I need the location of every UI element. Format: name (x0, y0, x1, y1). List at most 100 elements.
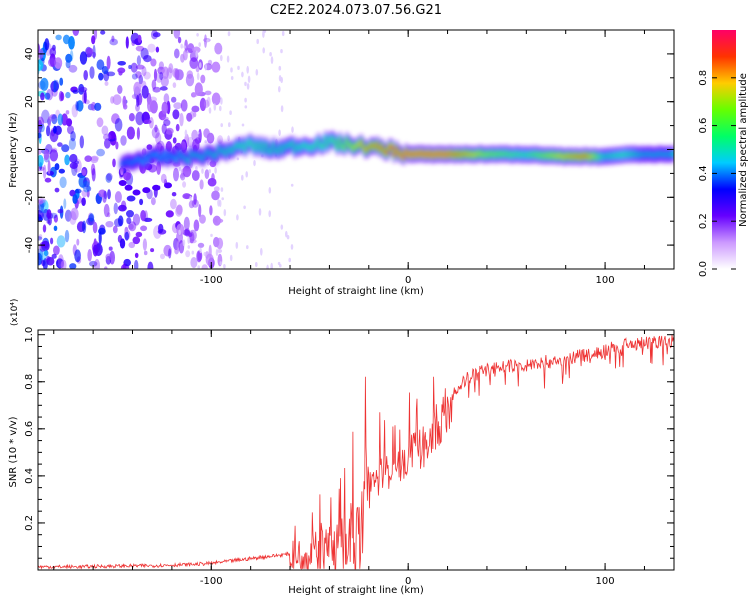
y-tick-label: -40 (24, 237, 35, 253)
noise-blob (182, 193, 191, 200)
snr-panel: -100 0 100 0.2 0.4 0.6 0.8 1.0 Height of straig… (8, 299, 675, 596)
noise-blob (201, 168, 204, 174)
y-tick-label: 0.4 (24, 468, 35, 484)
noise-blob (105, 253, 113, 261)
noise-blob (229, 110, 232, 115)
noise-blob (74, 249, 81, 263)
noise-blob (119, 238, 126, 249)
noise-blob (82, 92, 86, 104)
noise-blob (118, 204, 127, 212)
noise-blob (128, 221, 137, 232)
noise-blob (76, 238, 80, 246)
noise-blob (207, 177, 217, 187)
noise-blob (196, 131, 200, 135)
noise-blob (223, 209, 227, 217)
noise-blob (211, 190, 220, 201)
noise-blob (209, 205, 213, 216)
noise-blob (125, 36, 129, 49)
noise-blob (149, 117, 154, 129)
noise-blob (115, 141, 119, 150)
noise-blob (210, 233, 213, 237)
noise-blob (46, 125, 51, 137)
noise-blob (204, 63, 208, 71)
colorbar-ticks: 0.0 0.2 0.4 0.6 0.8 (698, 70, 736, 277)
noise-blob (147, 261, 154, 269)
noise-blob (230, 76, 234, 80)
noise-blob (103, 190, 108, 200)
noise-blob (139, 198, 144, 206)
noise-blob (104, 266, 108, 269)
noise-blob (61, 144, 70, 153)
noise-blob (176, 223, 185, 236)
noise-blob (165, 210, 174, 218)
noise-blob (113, 202, 119, 215)
noise-blob (182, 49, 188, 61)
noise-blob (81, 197, 86, 206)
noise-blob (143, 119, 152, 125)
noise-blob (136, 95, 140, 107)
noise-blob (291, 126, 294, 133)
noise-blob (270, 262, 273, 269)
noise-blob (136, 55, 141, 66)
noise-blob (122, 262, 127, 269)
ridge-core (671, 151, 674, 156)
noise-blob (103, 133, 112, 141)
y-tick-label: 20 (24, 95, 35, 108)
x-tick-label: -100 (200, 576, 223, 587)
noise-blob (220, 187, 224, 192)
noise-blob (117, 85, 123, 94)
noise-blob (60, 91, 65, 101)
noise-blob (185, 250, 191, 258)
noise-blob (91, 51, 97, 58)
noise-blob (280, 105, 284, 113)
noise-blob (135, 64, 145, 70)
noise-blob (241, 123, 245, 127)
noise-blob (243, 205, 246, 210)
noise-blob (132, 213, 141, 226)
noise-blob (47, 160, 51, 175)
noise-blob (140, 225, 148, 232)
noise-blob (281, 30, 285, 37)
noise-blob (211, 92, 221, 106)
noise-blob (101, 125, 109, 136)
noise-blob (218, 199, 222, 208)
side-branch-blob (164, 182, 172, 189)
noise-blob (54, 187, 60, 193)
noise-blob (120, 135, 127, 146)
noise-blob (140, 47, 149, 60)
noise-blob (179, 174, 184, 179)
noise-blob (83, 70, 88, 81)
noise-blob (197, 265, 200, 269)
noise-blob (74, 188, 82, 194)
snr-frame (37, 329, 675, 571)
noise-blob (191, 170, 200, 181)
noise-blob (90, 155, 99, 161)
noise-blob (253, 160, 256, 167)
noise-blob (44, 38, 50, 51)
noise-blob (69, 153, 78, 164)
noise-blob (87, 249, 92, 262)
noise-blob (131, 73, 138, 80)
noise-blob (151, 127, 160, 139)
noise-blob (105, 221, 114, 228)
colorbar-tick-label: 0.2 (698, 213, 709, 229)
noise-blob (118, 215, 124, 227)
noise-blob (100, 30, 106, 35)
noise-blob (151, 197, 156, 206)
noise-blob (135, 71, 142, 79)
noise-blob (81, 168, 86, 176)
noise-blob (147, 98, 154, 112)
noise-blob (268, 210, 272, 218)
noise-blob (83, 177, 90, 188)
noise-blob (155, 46, 160, 53)
noise-blob (56, 235, 66, 248)
noise-blob (191, 105, 200, 113)
chart-title: C2E2.2024.073.07.56.G21 (270, 3, 442, 18)
noise-blob (183, 45, 186, 49)
noise-blob (40, 92, 45, 101)
noise-blob (230, 67, 233, 73)
noise-blob (182, 239, 186, 247)
noise-blob (290, 183, 294, 187)
noise-blob (235, 241, 239, 249)
